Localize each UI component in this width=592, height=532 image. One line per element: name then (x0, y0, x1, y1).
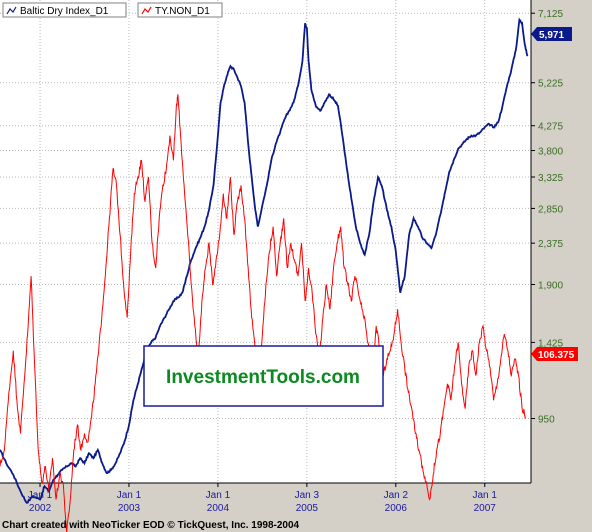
y-tick-label: 950 (538, 414, 555, 425)
legend-item-series-1[interactable]: Baltic Dry Index_D1 (2, 2, 127, 18)
series-layer (0, 17, 529, 532)
y-tick-label: 7,125 (538, 9, 563, 20)
x-tick-year-label: 2006 (385, 503, 408, 514)
x-tick-year-label: 2005 (296, 503, 319, 514)
y-tick-label: 2,850 (538, 204, 563, 215)
legend: Baltic Dry Index_D1 TY.NON_D1 (2, 2, 223, 18)
x-tick-month-label: Jan 2 (384, 490, 409, 501)
line-chart-icon (141, 6, 152, 15)
last-value-badge-series-1: 5,971 (531, 27, 572, 41)
x-tick-year-label: 2002 (29, 503, 52, 514)
y-tick-label: 5,225 (538, 79, 563, 90)
y-tick-label: 2,375 (538, 239, 563, 250)
x-tick-year-label: 2007 (474, 503, 497, 514)
x-tick-month-label: Jan 1 (473, 490, 498, 501)
x-tick-month-label: Jan 1 (206, 490, 231, 501)
watermark-text: InvestmentTools.com (166, 367, 360, 388)
last-value-badge-series-2: 106.375 (531, 347, 578, 361)
watermark-box: InvestmentTools.com (143, 345, 384, 407)
x-tick-month-label: Jan 3 (295, 490, 320, 501)
legend-label-series-1: Baltic Dry Index_D1 (20, 6, 109, 17)
y-tick-label: 3,800 (538, 147, 563, 158)
x-tick-year-label: 2004 (207, 503, 230, 514)
line-chart-icon (6, 6, 17, 15)
y-tick-label: 3,325 (538, 173, 563, 184)
x-tick-month-label: Jan 1 (28, 490, 53, 501)
plot-area (0, 0, 531, 483)
legend-item-series-2[interactable]: TY.NON_D1 (137, 2, 223, 18)
legend-box-series-2 (137, 2, 223, 18)
y-tick-label: 1,900 (538, 281, 563, 292)
badge-shape-series-1 (531, 27, 572, 41)
series-line-ty-non (0, 94, 527, 532)
x-tick-month-label: Jan 1 (117, 490, 142, 501)
footer-text: Chart created with NeoTicker EOD © TickQ… (2, 520, 300, 531)
badge-label-series-1: 5,971 (539, 30, 564, 41)
series-line-baltic-dry-index (0, 17, 529, 504)
badge-shape-series-2 (531, 347, 578, 361)
x-tick-year-label: 2003 (118, 503, 141, 514)
y-tick-label: 4,275 (538, 122, 563, 133)
y-tick-label: 1,425 (538, 338, 563, 349)
watermark-border (143, 345, 384, 407)
legend-label-series-2: TY.NON_D1 (155, 6, 210, 17)
badge-label-series-2: 106.375 (538, 350, 575, 361)
y-ticks: 7,125 5,225 4,275 3,800 3,325 2,850 2,375 1,900… (531, 9, 563, 425)
legend-box-series-1 (2, 2, 127, 18)
x-ticks: Jan 1 2002 Jan 1 2003 Jan 1 2004 Jan 3 2005 Jan … (28, 483, 498, 514)
